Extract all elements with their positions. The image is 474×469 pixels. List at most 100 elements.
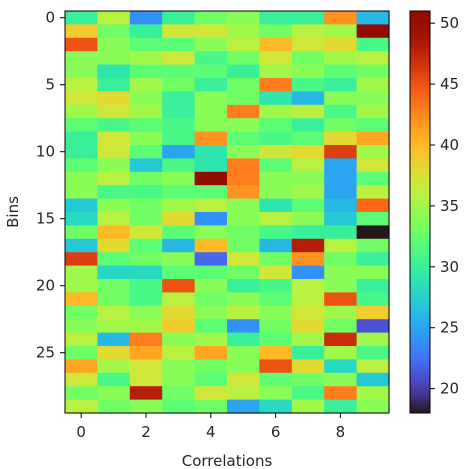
heatmap-cell — [324, 145, 358, 159]
heatmap-cell — [194, 51, 228, 66]
heatmap-cell — [259, 252, 293, 267]
heatmap-cell — [227, 292, 260, 307]
heatmap-cell — [356, 131, 390, 146]
heatmap-cell — [259, 131, 293, 146]
heatmap-cell — [324, 279, 358, 293]
heatmap-cell — [162, 399, 196, 414]
heatmap-cell — [65, 372, 98, 387]
heatmap-cell — [97, 386, 131, 401]
heatmap-cell — [324, 51, 358, 66]
heatmap-cell — [97, 78, 131, 92]
heatmap-cell — [227, 158, 260, 173]
heatmap-cell — [97, 305, 131, 320]
heatmap-cell — [291, 158, 325, 173]
heatmap-cell — [65, 386, 98, 401]
heatmap-cell — [259, 332, 293, 347]
heatmap-cell — [129, 51, 163, 66]
heatmap-cell — [291, 292, 325, 307]
y-axis: 0 5 10 15 20 25 — [36, 9, 65, 362]
heatmap-cell — [324, 252, 358, 267]
colorbar-tick-label: 40 — [440, 136, 459, 154]
heatmap-cell — [227, 198, 260, 213]
heatmap-cell — [324, 64, 358, 79]
heatmap-cell — [162, 11, 196, 25]
heatmap-cell — [259, 359, 293, 374]
heatmap-cell — [194, 292, 228, 307]
heatmap-cell — [227, 399, 260, 414]
heatmap-cell — [324, 359, 358, 374]
heatmap-cell — [356, 372, 390, 387]
heatmap-cell — [227, 212, 260, 226]
heatmap-cell — [291, 372, 325, 387]
heatmap-cell — [291, 118, 325, 133]
heatmap-cell — [291, 131, 325, 146]
heatmap-cell — [356, 305, 390, 320]
colorbar-tick-label: 30 — [440, 258, 459, 276]
heatmap-cell — [259, 399, 293, 414]
heatmap-cell — [194, 212, 228, 226]
heatmap-cell — [259, 11, 293, 25]
heatmap-cell — [129, 37, 163, 52]
y-tick-label: 20 — [36, 277, 55, 295]
heatmap-cell — [65, 158, 98, 173]
heatmap-cell — [356, 399, 390, 414]
heatmap-cell — [227, 265, 260, 280]
heatmap-cell — [65, 279, 98, 293]
heatmap-cell — [65, 145, 98, 159]
heatmap-cell — [162, 265, 196, 280]
heatmap-cell — [129, 64, 163, 79]
y-tick-label: 10 — [36, 143, 55, 161]
heatmap-cell — [97, 292, 131, 307]
heatmap-cell — [324, 11, 358, 25]
heatmap-cell — [356, 145, 390, 159]
heatmap-cell — [97, 332, 131, 347]
heatmap-cell — [324, 332, 358, 347]
heatmap-cell — [227, 225, 260, 240]
heatmap-cell — [162, 51, 196, 66]
heatmap-cell — [162, 78, 196, 92]
heatmap-cell — [97, 279, 131, 293]
heatmap-cell — [324, 265, 358, 280]
heatmap-cell — [162, 104, 196, 119]
x-tick-label: 6 — [271, 423, 281, 441]
heatmap-cell — [97, 145, 131, 159]
heatmap-cell — [324, 185, 358, 200]
heatmap-cell — [356, 359, 390, 374]
heatmap-cell — [65, 91, 98, 106]
heatmap-cell — [259, 372, 293, 387]
heatmap-cell — [194, 332, 228, 347]
heatmap-cell — [65, 346, 98, 360]
heatmap-cell — [324, 198, 358, 213]
heatmap-cell — [97, 252, 131, 267]
heatmap-cell — [129, 198, 163, 213]
heatmap-cell — [97, 399, 131, 414]
y-axis-label: Bins — [4, 196, 22, 228]
heatmap-cell — [324, 399, 358, 414]
heatmap-cell — [65, 64, 98, 79]
heatmap-cell — [129, 399, 163, 414]
heatmap-cell — [162, 252, 196, 267]
heatmap-cell — [129, 131, 163, 146]
heatmap-cell — [324, 305, 358, 320]
heatmap-cell — [259, 238, 293, 253]
heatmap-cell — [259, 305, 293, 320]
heatmap-cell — [259, 78, 293, 92]
heatmap-cell — [356, 198, 390, 213]
heatmap-cell — [162, 118, 196, 133]
heatmap-cell — [324, 104, 358, 119]
heatmap-cell — [291, 359, 325, 374]
heatmap-cell — [259, 265, 293, 280]
heatmap-cell — [259, 346, 293, 360]
heatmap-cell — [356, 64, 390, 79]
heatmap-cell — [356, 24, 390, 39]
heatmap-cell — [291, 24, 325, 39]
heatmap-cell — [227, 238, 260, 253]
heatmap-cell — [194, 319, 228, 334]
heatmap-cell — [227, 332, 260, 347]
heatmap-cell — [259, 51, 293, 66]
heatmap-cell — [65, 212, 98, 226]
heatmap-cell — [129, 24, 163, 39]
heatmap-cell — [129, 292, 163, 307]
heatmap-cell — [324, 171, 358, 186]
heatmap-cell — [227, 78, 260, 92]
